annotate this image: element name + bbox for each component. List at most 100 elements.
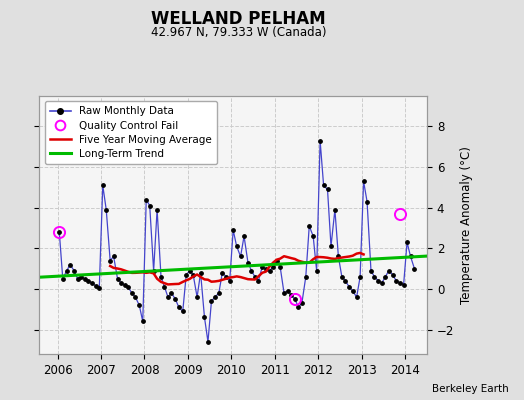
Point xyxy=(153,206,161,213)
Point xyxy=(193,294,201,300)
Point xyxy=(225,278,234,284)
Point xyxy=(160,284,169,290)
Point xyxy=(164,294,172,300)
Point xyxy=(348,288,357,294)
Point xyxy=(106,257,114,264)
Point xyxy=(356,274,364,280)
Point xyxy=(218,270,226,276)
Point xyxy=(312,268,321,274)
Point xyxy=(334,253,343,260)
Point xyxy=(73,276,82,282)
Point xyxy=(80,276,89,282)
Point xyxy=(250,274,259,280)
Point xyxy=(95,285,103,291)
Point xyxy=(102,206,111,213)
Text: WELLAND PELHAM: WELLAND PELHAM xyxy=(151,10,326,28)
Point xyxy=(135,302,144,308)
Point xyxy=(142,196,150,203)
Point xyxy=(261,266,270,272)
Point xyxy=(396,280,405,286)
Point xyxy=(62,268,71,274)
Point xyxy=(410,266,419,272)
Point xyxy=(341,278,350,284)
Point xyxy=(392,278,400,284)
Point xyxy=(185,268,194,274)
Point xyxy=(215,290,223,296)
Point xyxy=(233,243,241,250)
Point xyxy=(363,198,372,205)
Point xyxy=(399,282,408,288)
Point xyxy=(84,278,93,284)
Point xyxy=(283,288,292,294)
Point xyxy=(337,274,346,280)
Point xyxy=(294,304,302,310)
Point xyxy=(55,229,63,235)
Point xyxy=(146,202,154,209)
Point xyxy=(359,178,368,184)
Point xyxy=(204,339,212,345)
Point xyxy=(157,274,165,280)
Point xyxy=(240,233,248,239)
Point xyxy=(128,290,136,296)
Point xyxy=(266,268,274,274)
Point xyxy=(88,280,96,286)
Legend: Raw Monthly Data, Quality Control Fail, Five Year Moving Average, Long-Term Tren: Raw Monthly Data, Quality Control Fail, … xyxy=(45,101,217,164)
Point xyxy=(59,276,67,282)
Text: 42.967 N, 79.333 W (Canada): 42.967 N, 79.333 W (Canada) xyxy=(151,26,326,39)
Point xyxy=(287,292,296,298)
Point xyxy=(298,300,306,306)
Point xyxy=(370,274,379,280)
Point xyxy=(385,268,393,274)
Point xyxy=(388,272,397,278)
Point xyxy=(167,290,176,296)
Point xyxy=(179,308,187,314)
Point xyxy=(247,268,256,274)
Point xyxy=(374,278,383,284)
Point xyxy=(131,294,139,300)
Point xyxy=(353,294,361,300)
Point xyxy=(276,264,285,270)
Point xyxy=(70,268,78,274)
Point xyxy=(331,206,339,213)
Point xyxy=(378,280,386,286)
Point xyxy=(305,223,313,229)
Point xyxy=(149,268,158,274)
Point xyxy=(316,138,324,144)
Point xyxy=(174,304,183,310)
Point xyxy=(222,274,231,280)
Point xyxy=(211,294,219,300)
Point xyxy=(345,284,354,290)
Point xyxy=(320,182,328,188)
Point xyxy=(121,282,129,288)
Point xyxy=(406,253,414,260)
Point xyxy=(196,270,205,276)
Point xyxy=(99,182,107,188)
Point xyxy=(117,280,125,286)
Point xyxy=(254,278,263,284)
Point xyxy=(138,318,147,325)
Point xyxy=(124,284,132,290)
Point xyxy=(323,186,332,193)
Y-axis label: Temperature Anomaly (°C): Temperature Anomaly (°C) xyxy=(460,146,473,304)
Point xyxy=(113,276,122,282)
Point xyxy=(258,264,267,270)
Point xyxy=(77,274,85,280)
Point xyxy=(367,268,375,274)
Point xyxy=(309,233,318,239)
Point xyxy=(208,298,216,304)
Point xyxy=(302,274,310,280)
Point xyxy=(244,259,252,266)
Point xyxy=(403,239,411,246)
Point xyxy=(110,253,118,260)
Point xyxy=(381,274,389,280)
Point xyxy=(92,283,100,289)
Point xyxy=(189,272,198,278)
Point xyxy=(171,296,180,302)
Point xyxy=(200,314,209,321)
Point xyxy=(269,264,277,270)
Text: Berkeley Earth: Berkeley Earth xyxy=(432,384,508,394)
Point xyxy=(236,253,245,260)
Point xyxy=(272,257,281,264)
Point xyxy=(66,262,74,268)
Point xyxy=(229,227,237,233)
